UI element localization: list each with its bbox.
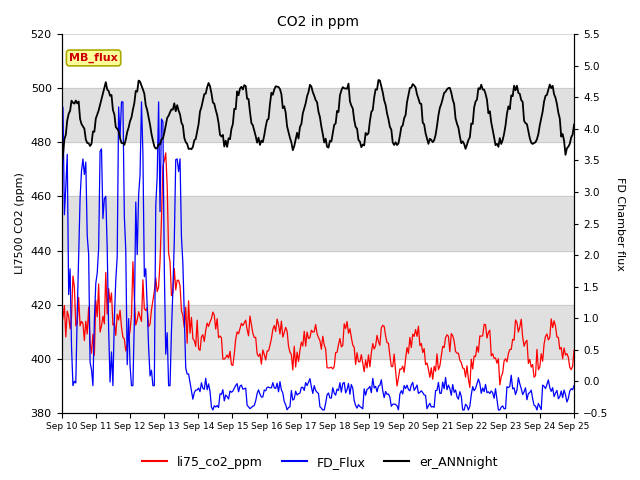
Text: MB_flux: MB_flux: [69, 53, 118, 63]
Bar: [61, 305, 574, 359]
Title: CO2 in ppm: CO2 in ppm: [276, 15, 359, 29]
Y-axis label: FD Chamber flux: FD Chamber flux: [615, 177, 625, 270]
Y-axis label: LI7500 CO2 (ppm): LI7500 CO2 (ppm): [15, 173, 25, 275]
Bar: [61, 196, 574, 251]
Bar: [61, 88, 574, 143]
Legend: li75_co2_ppm, FD_Flux, er_ANNnight: li75_co2_ppm, FD_Flux, er_ANNnight: [137, 451, 503, 474]
